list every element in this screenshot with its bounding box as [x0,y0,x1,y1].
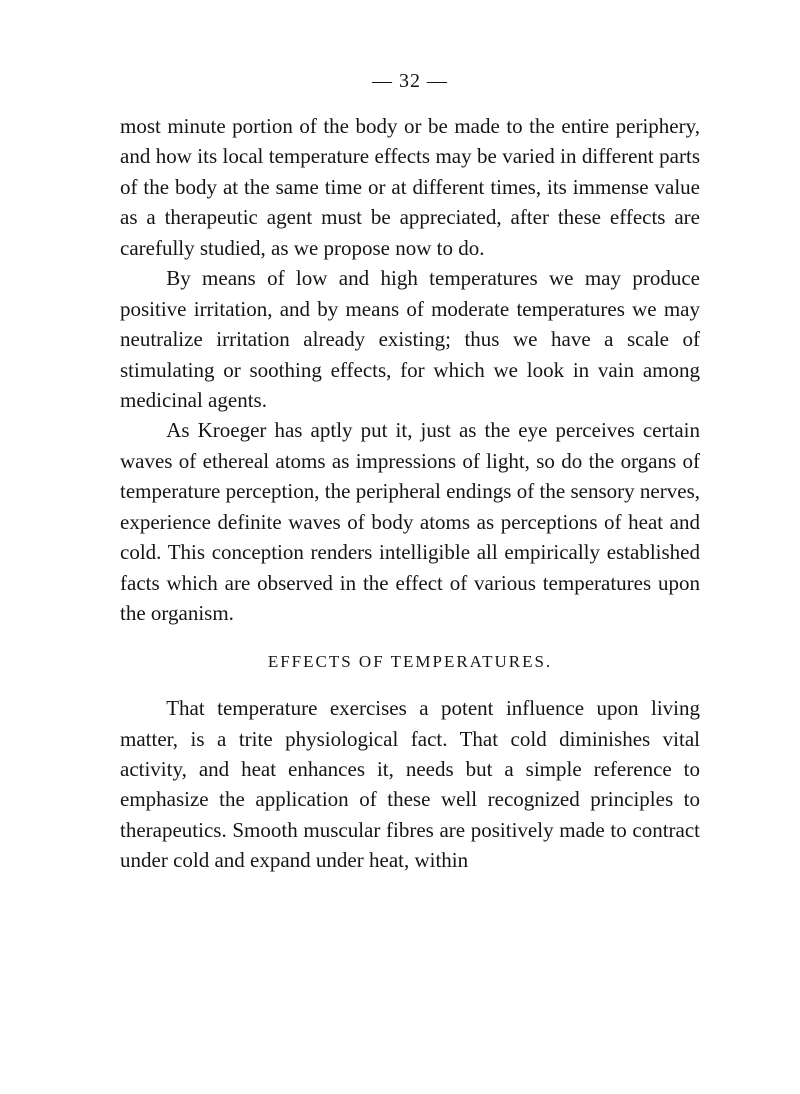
paragraph-1: most minute portion of the body or be ma… [120,111,700,263]
document-page: — 32 — most minute portion of the body o… [0,0,800,1094]
section-heading: EFFECTS OF TEMPERATURES. [120,650,700,675]
page-number: — 32 — [120,70,700,93]
page-body: most minute portion of the body or be ma… [120,111,700,876]
paragraph-2: By means of low and high temperatures we… [120,263,700,415]
paragraph-4: That temperature exercises a potent infl… [120,693,700,876]
paragraph-3: As Kroeger has aptly put it, just as the… [120,415,700,628]
